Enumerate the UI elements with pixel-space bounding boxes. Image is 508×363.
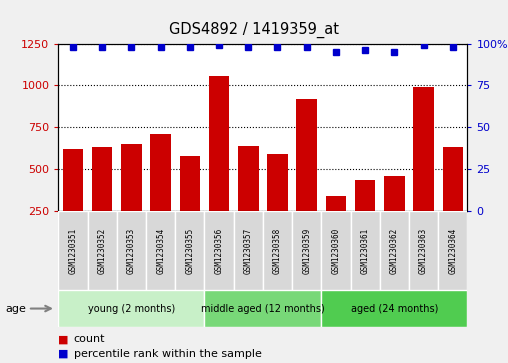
Text: GDS4892 / 1419359_at: GDS4892 / 1419359_at [169, 22, 339, 38]
Bar [442, 147, 463, 252]
Text: GSM1230356: GSM1230356 [214, 227, 224, 274]
Text: GSM1230362: GSM1230362 [390, 227, 399, 274]
Bar [180, 156, 200, 252]
Text: GSM1230354: GSM1230354 [156, 227, 165, 274]
Bar [292, 211, 321, 290]
Text: GSM1230355: GSM1230355 [185, 227, 195, 274]
Bar [409, 211, 438, 290]
Bar [326, 196, 346, 252]
Bar [297, 99, 317, 252]
Text: GSM1230353: GSM1230353 [127, 227, 136, 274]
Bar [58, 290, 204, 327]
Bar [234, 211, 263, 290]
Text: age: age [5, 303, 26, 314]
Text: young (2 months): young (2 months) [88, 303, 175, 314]
Text: GSM1230357: GSM1230357 [244, 227, 253, 274]
Bar [87, 211, 117, 290]
Bar [146, 211, 175, 290]
Text: count: count [74, 334, 105, 344]
Text: GSM1230364: GSM1230364 [448, 227, 457, 274]
Bar [355, 180, 375, 252]
Text: percentile rank within the sample: percentile rank within the sample [74, 349, 262, 359]
Text: GSM1230358: GSM1230358 [273, 227, 282, 274]
Text: GSM1230351: GSM1230351 [69, 227, 78, 274]
Bar [263, 211, 292, 290]
Bar [351, 211, 379, 290]
Bar [438, 211, 467, 290]
Bar [58, 211, 87, 290]
Bar [414, 87, 434, 252]
Bar [267, 154, 288, 252]
Text: ■: ■ [58, 349, 69, 359]
Bar [321, 211, 351, 290]
Bar [321, 290, 467, 327]
Text: ■: ■ [58, 334, 69, 344]
Bar [63, 149, 83, 252]
Bar [379, 211, 409, 290]
Bar [92, 147, 112, 252]
Text: GSM1230361: GSM1230361 [361, 227, 370, 274]
Bar [150, 134, 171, 252]
Text: GSM1230352: GSM1230352 [98, 227, 107, 274]
Bar [238, 146, 259, 252]
Bar [384, 176, 404, 252]
Text: GSM1230363: GSM1230363 [419, 227, 428, 274]
Bar [204, 290, 321, 327]
Bar [175, 211, 204, 290]
Text: GSM1230359: GSM1230359 [302, 227, 311, 274]
Text: middle aged (12 months): middle aged (12 months) [201, 303, 325, 314]
Text: GSM1230360: GSM1230360 [331, 227, 340, 274]
Bar [204, 211, 234, 290]
Bar [121, 144, 142, 252]
Bar [117, 211, 146, 290]
Text: aged (24 months): aged (24 months) [351, 303, 438, 314]
Bar [209, 76, 229, 252]
